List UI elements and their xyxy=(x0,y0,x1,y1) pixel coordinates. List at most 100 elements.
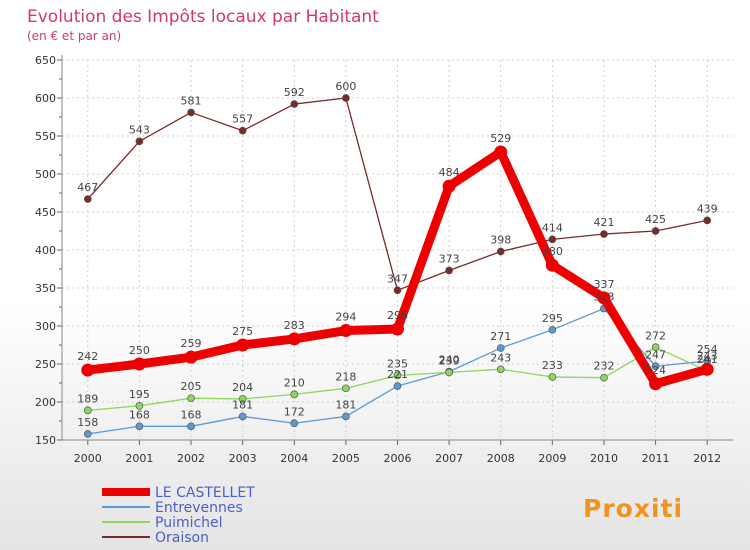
data-label-le-castellet: 529 xyxy=(490,132,511,145)
data-label-le-castellet: 224 xyxy=(645,364,666,377)
proxiti-logo: Proxiti xyxy=(583,494,683,523)
data-label-oraison: 373 xyxy=(439,253,460,266)
point-entrevennes xyxy=(393,382,402,390)
data-label-puimichel: 272 xyxy=(645,329,666,342)
x-tick-label: 2003 xyxy=(229,452,257,465)
point-le-castellet xyxy=(391,322,404,336)
x-tick-label: 2009 xyxy=(538,452,566,465)
point-entrevennes xyxy=(135,422,144,431)
point-le-castellet xyxy=(236,338,250,352)
y-tick-label: 200 xyxy=(35,396,56,409)
data-label-le-castellet: 243 xyxy=(697,349,718,362)
x-tick-label: 2008 xyxy=(487,452,515,465)
point-entrevennes xyxy=(290,419,299,428)
point-le-castellet xyxy=(442,179,456,193)
x-tick-label: 2007 xyxy=(435,452,463,465)
data-label-puimichel: 210 xyxy=(284,376,305,389)
data-label-le-castellet: 275 xyxy=(232,325,253,338)
data-label-oraison: 414 xyxy=(542,221,563,234)
y-tick-label: 400 xyxy=(35,244,56,257)
y-tick-label: 300 xyxy=(35,320,56,333)
data-label-oraison: 425 xyxy=(645,213,666,226)
y-tick-label: 350 xyxy=(35,282,56,295)
data-label-le-castellet: 250 xyxy=(129,344,150,357)
data-label-puimichel: 205 xyxy=(181,380,202,393)
data-label-le-castellet: 296 xyxy=(387,309,408,322)
y-tick-label: 650 xyxy=(35,54,56,67)
data-label-puimichel: 189 xyxy=(77,392,98,405)
data-label-entrevennes: 221 xyxy=(387,368,408,381)
point-le-castellet xyxy=(339,324,353,338)
data-label-oraison: 592 xyxy=(284,86,305,99)
data-label-puimichel: 243 xyxy=(490,351,511,364)
data-label-oraison: 421 xyxy=(593,216,614,229)
data-label-le-castellet: 337 xyxy=(593,278,614,291)
series-layer xyxy=(81,94,714,438)
y-tick-label: 600 xyxy=(35,92,56,105)
legend-label-entrevennes: Entrevennes xyxy=(155,500,243,516)
x-tick-label: 2001 xyxy=(125,452,153,465)
data-label-entrevennes: 295 xyxy=(542,312,563,325)
data-label-entrevennes: 158 xyxy=(77,416,98,429)
point-puimichel xyxy=(393,371,402,380)
point-puimichel xyxy=(290,390,299,399)
data-label-le-castellet: 294 xyxy=(335,311,356,324)
point-entrevennes xyxy=(187,422,195,431)
point-le-castellet xyxy=(132,357,146,371)
data-label-le-castellet: 380 xyxy=(542,245,563,258)
data-label-puimichel: 239 xyxy=(439,354,460,367)
data-label-entrevennes: 240 xyxy=(439,354,460,367)
point-le-castellet xyxy=(184,350,198,364)
point-oraison xyxy=(445,266,453,275)
data-label-entrevennes: 168 xyxy=(129,408,150,421)
point-oraison xyxy=(238,126,247,135)
legend-label-oraison: Oraison xyxy=(155,530,209,546)
point-oraison xyxy=(135,137,144,146)
x-tick-label: 2012 xyxy=(693,452,721,465)
point-le-castellet xyxy=(494,145,508,159)
data-label-entrevennes: 247 xyxy=(645,348,666,361)
x-tick-label: 2004 xyxy=(280,452,308,465)
point-puimichel xyxy=(651,343,660,352)
point-puimichel xyxy=(342,384,350,393)
x-tick-label: 2002 xyxy=(177,452,205,465)
data-labels: 467 543 581 557 592 600 347 373 398 414 421 425 439 1… xyxy=(77,80,717,429)
point-le-castellet xyxy=(649,377,663,391)
point-entrevennes xyxy=(496,344,505,352)
y-tick-label: 250 xyxy=(35,358,56,371)
point-le-castellet xyxy=(287,332,301,346)
data-label-le-castellet: 259 xyxy=(181,337,202,350)
point-entrevennes xyxy=(548,325,557,334)
data-label-oraison: 467 xyxy=(77,181,98,194)
data-label-puimichel: 241 xyxy=(697,353,718,366)
data-label-entrevennes: 172 xyxy=(284,405,305,418)
point-puimichel xyxy=(600,373,608,382)
data-label-oraison: 600 xyxy=(335,80,356,93)
point-oraison xyxy=(290,100,299,108)
x-tick-label: 2006 xyxy=(384,452,412,465)
point-le-castellet xyxy=(81,363,95,377)
y-tick-label: 450 xyxy=(35,206,56,219)
point-entrevennes xyxy=(651,362,660,371)
point-le-castellet xyxy=(545,258,559,272)
data-label-entrevennes: 181 xyxy=(232,398,253,411)
data-label-oraison: 347 xyxy=(387,272,408,285)
logo-text: Proxiti xyxy=(583,494,683,523)
point-entrevennes xyxy=(238,412,247,421)
data-label-puimichel: 218 xyxy=(335,370,356,383)
legend-label-le-castellet: LE CASTELLET xyxy=(155,485,255,501)
point-oraison xyxy=(600,230,608,238)
point-puimichel xyxy=(548,373,557,381)
point-puimichel xyxy=(496,365,505,374)
point-puimichel xyxy=(83,406,92,415)
data-label-puimichel: 235 xyxy=(387,357,408,370)
data-label-oraison: 543 xyxy=(129,123,150,136)
axes: 150 200 250 300 350 400 450 500 550 600 650 2000 200… xyxy=(35,54,733,465)
point-oraison xyxy=(393,286,402,295)
point-oraison xyxy=(651,227,660,235)
point-puimichel xyxy=(238,395,247,403)
x-tick-label: 2000 xyxy=(74,452,102,465)
point-le-castellet xyxy=(597,291,611,305)
